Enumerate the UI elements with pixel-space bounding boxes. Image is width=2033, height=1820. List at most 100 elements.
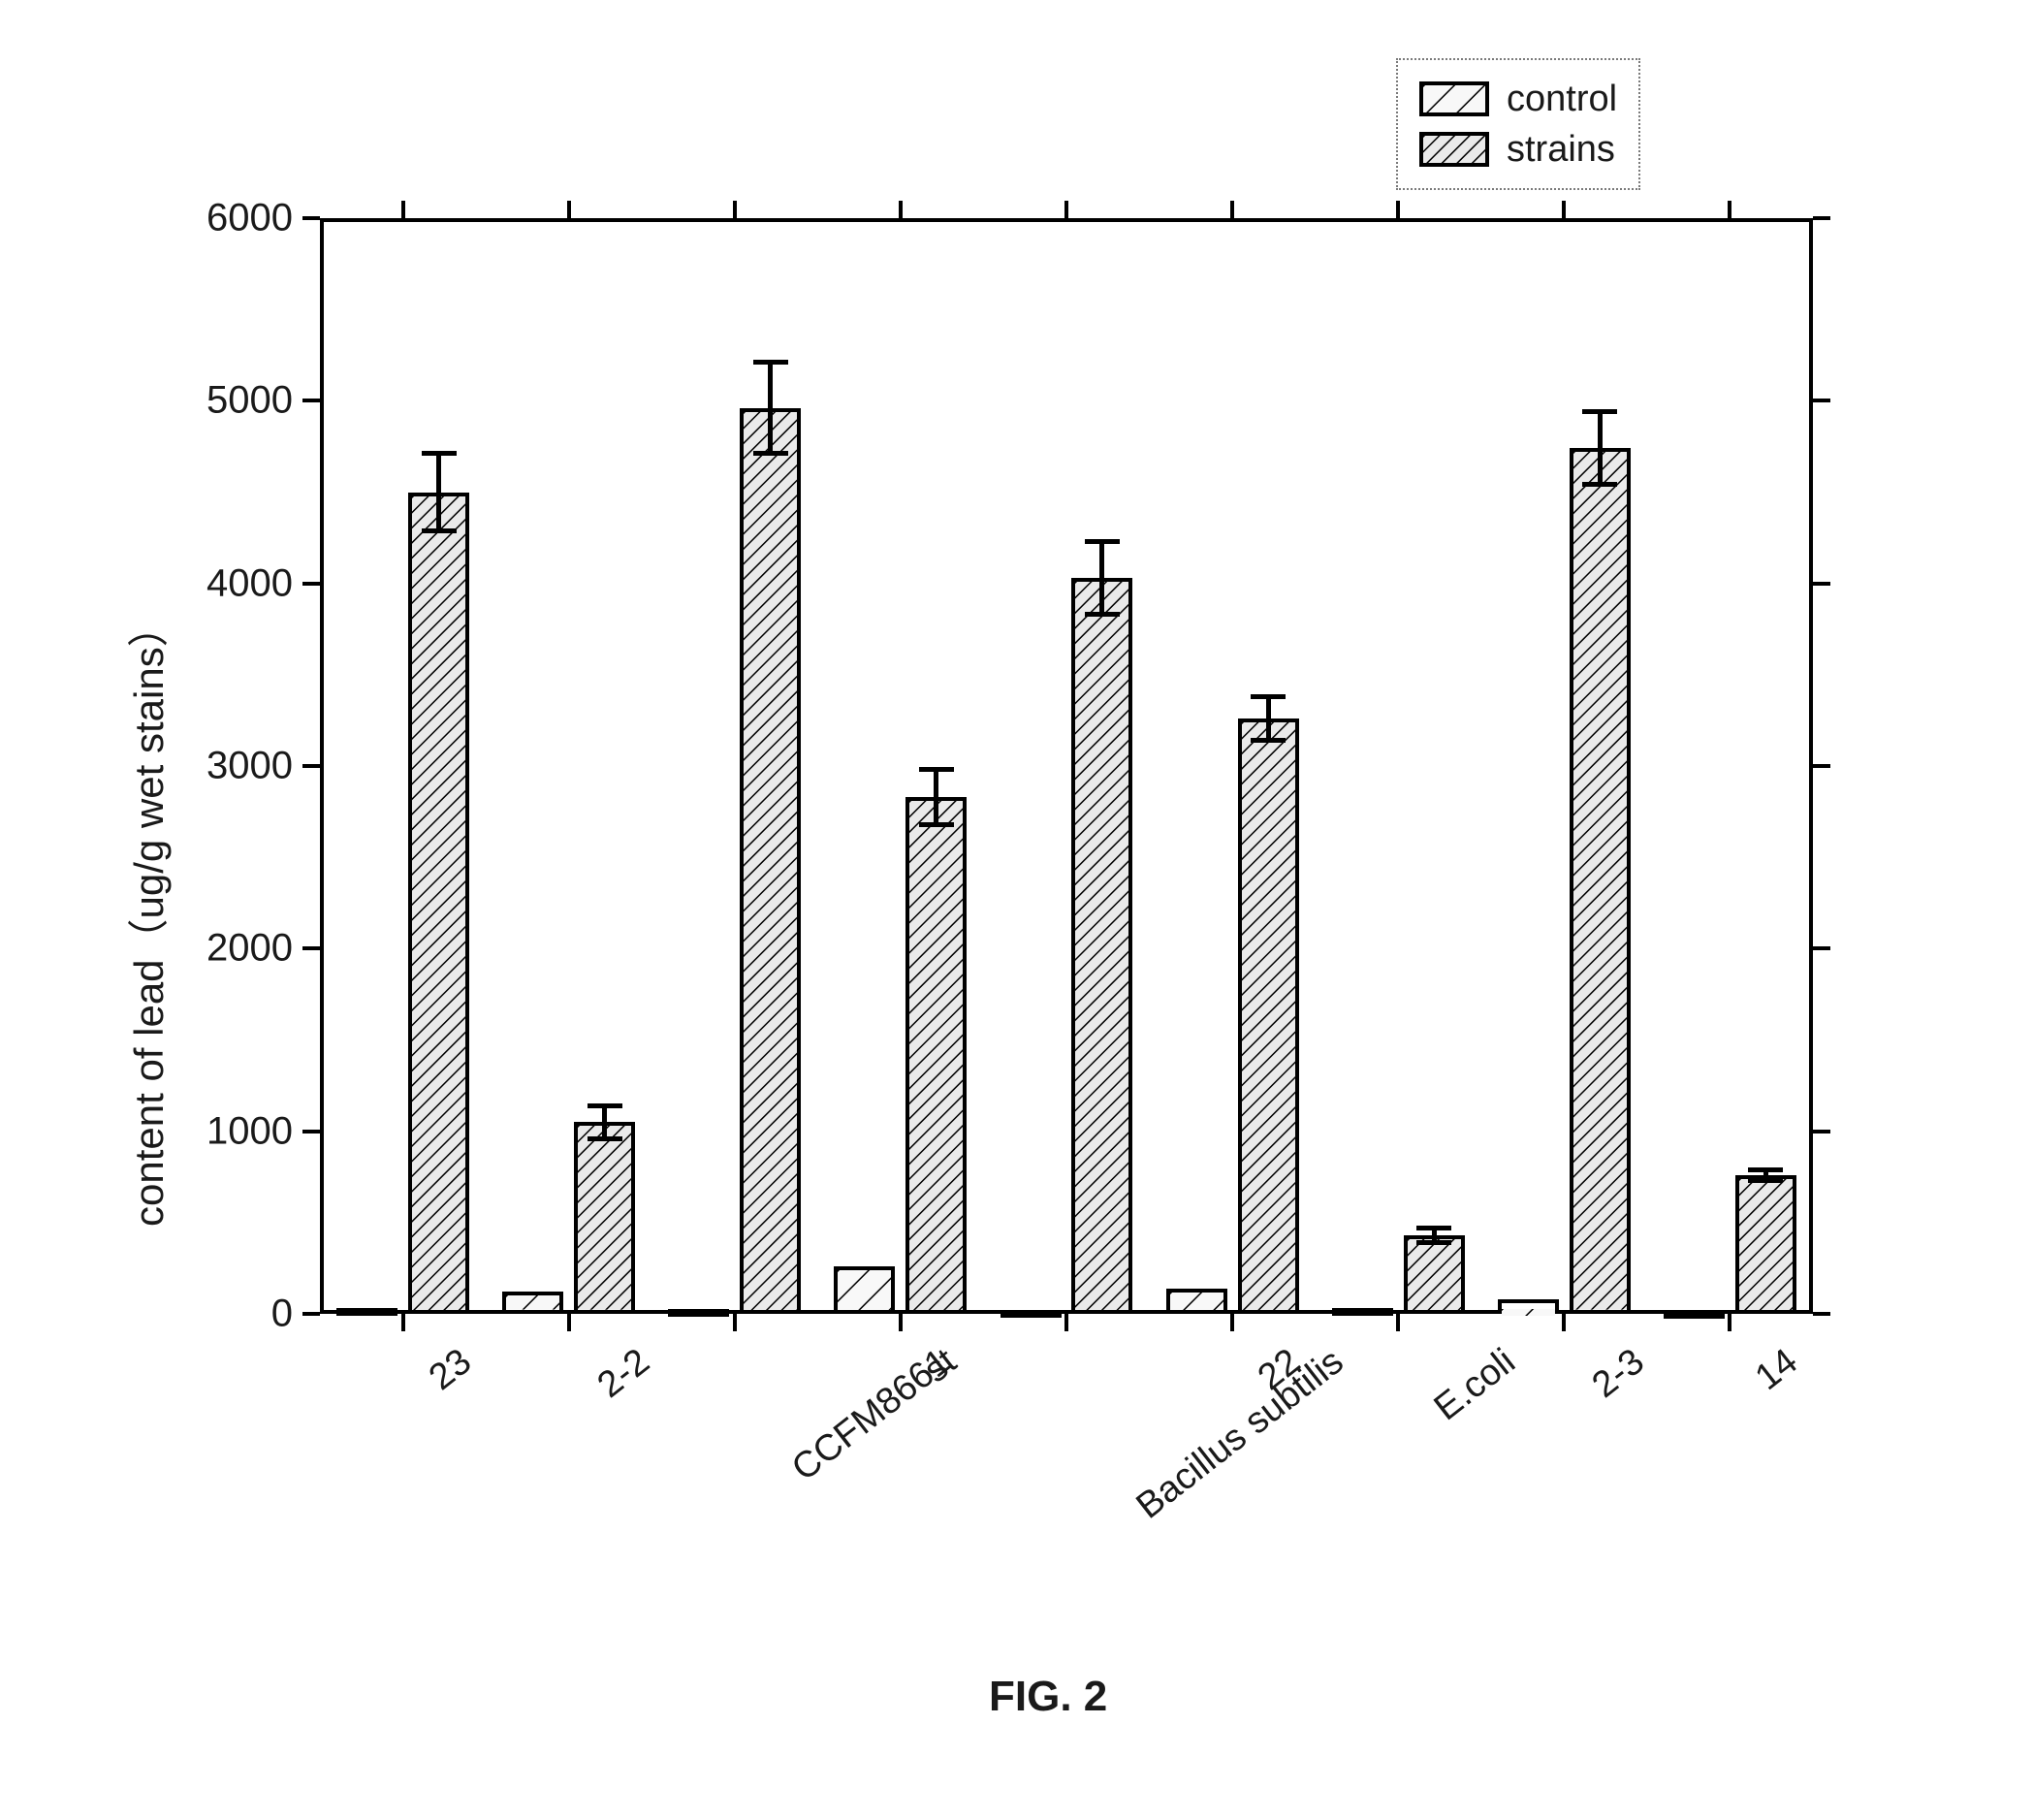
y-tick-right	[1813, 1130, 1830, 1134]
y-tick	[302, 399, 320, 402]
error-cap-bottom	[919, 822, 954, 827]
x-tick-top	[733, 201, 737, 218]
y-tick	[302, 1130, 320, 1134]
y-tick	[302, 216, 320, 220]
x-tick-top	[1230, 201, 1234, 218]
error-cap-bottom	[588, 1136, 622, 1141]
legend-swatch-strains	[1419, 132, 1489, 167]
error-bar	[1266, 696, 1271, 740]
bar-control	[1166, 1289, 1227, 1314]
legend-box: control strains	[1396, 58, 1640, 190]
top-axis-line	[320, 218, 1813, 222]
bar-control	[668, 1309, 729, 1317]
x-tick-label: 14	[1748, 1341, 1806, 1399]
y-tick-right	[1813, 216, 1830, 220]
x-tick-top	[567, 201, 571, 218]
x-tick	[1064, 1314, 1068, 1331]
y-tick-right	[1813, 1312, 1830, 1316]
plot-area: 010002000300040005000600023 2-2	[320, 218, 1813, 1314]
error-bar	[1099, 541, 1104, 614]
y-tick-label: 2000	[176, 927, 293, 971]
bar-strains	[1071, 578, 1132, 1314]
error-cap-top	[753, 360, 788, 365]
x-tick	[899, 1314, 903, 1331]
error-cap-bottom	[422, 528, 457, 533]
y-tick-label: 0	[176, 1293, 293, 1336]
x-tick-top	[1728, 201, 1731, 218]
bar-strains	[740, 408, 801, 1314]
legend-item-control: control	[1419, 74, 1617, 124]
error-bar	[602, 1105, 607, 1138]
bar-control	[502, 1292, 563, 1314]
y-tick-right	[1813, 764, 1830, 768]
error-cap-bottom	[753, 451, 788, 456]
legend-label-control: control	[1507, 79, 1617, 120]
x-tick	[733, 1314, 737, 1331]
x-tick-label: Bacillus subtilis	[1129, 1341, 1352, 1528]
x-tick	[1230, 1314, 1234, 1331]
bar-strains	[408, 493, 469, 1315]
x-tick-label: E.coli	[1427, 1341, 1524, 1429]
error-cap-top	[919, 767, 954, 772]
error-cap-top	[1582, 409, 1617, 414]
bar-strains	[1238, 718, 1299, 1314]
x-tick-top	[1562, 201, 1566, 218]
error-cap-bottom	[1085, 612, 1120, 617]
y-tick-right	[1813, 582, 1830, 586]
bar-control	[1001, 1310, 1062, 1318]
x-tick	[1728, 1314, 1731, 1331]
x-tick	[567, 1314, 571, 1331]
error-cap-bottom	[1582, 482, 1617, 487]
x-tick-top	[1064, 201, 1068, 218]
error-bar	[1598, 412, 1603, 485]
y-tick-label: 6000	[176, 197, 293, 240]
y-tick	[302, 764, 320, 768]
bar-strains	[1570, 448, 1631, 1314]
y-tick	[302, 582, 320, 586]
y-tick-label: 3000	[176, 745, 293, 788]
x-tick-label: 2-3	[1585, 1341, 1653, 1407]
error-cap-top	[588, 1103, 622, 1108]
y-axis-line	[320, 218, 324, 1314]
bar-strains	[1404, 1235, 1465, 1314]
figure-caption: FIG. 2	[989, 1673, 1107, 1721]
y-tick-label: 4000	[176, 561, 293, 605]
error-cap-bottom	[1416, 1240, 1451, 1245]
x-tick-top	[1396, 201, 1400, 218]
y-tick	[302, 946, 320, 950]
y-tick-label: 5000	[176, 379, 293, 423]
bar-strains	[1735, 1175, 1796, 1314]
error-cap-top	[1416, 1226, 1451, 1230]
y-tick	[302, 1312, 320, 1316]
legend-item-strains: strains	[1419, 124, 1617, 175]
error-bar	[436, 454, 441, 530]
x-tick	[1562, 1314, 1566, 1331]
x-tick-top	[899, 201, 903, 218]
y-tick-right	[1813, 946, 1830, 950]
y-tick-right	[1813, 399, 1830, 402]
bar-control	[1332, 1308, 1393, 1316]
x-tick-top	[401, 201, 405, 218]
x-tick	[401, 1314, 405, 1331]
y-axis-title: content of lead（ug/g wet stains）	[116, 606, 175, 1227]
error-cap-top	[1748, 1167, 1783, 1172]
x-tick	[1396, 1314, 1400, 1331]
error-cap-bottom	[1748, 1178, 1783, 1183]
bar-control	[1498, 1299, 1559, 1314]
bar-strains	[905, 797, 967, 1314]
bar-control	[336, 1308, 397, 1316]
figure-container: control strains 010002000300040005000600…	[0, 0, 2033, 1820]
y-tick-label: 1000	[176, 1109, 293, 1153]
legend-swatch-control	[1419, 81, 1489, 116]
error-cap-top	[1251, 694, 1286, 699]
error-cap-bottom	[1251, 738, 1286, 743]
error-cap-top	[422, 451, 457, 456]
x-tick-label: 2-2	[589, 1341, 657, 1407]
bar-strains	[574, 1122, 635, 1314]
bar-control	[1664, 1311, 1725, 1319]
error-bar	[768, 363, 773, 454]
x-tick-label: 23	[422, 1341, 480, 1399]
legend-label-strains: strains	[1507, 129, 1615, 171]
error-cap-top	[1085, 539, 1120, 544]
bar-control	[834, 1266, 895, 1314]
